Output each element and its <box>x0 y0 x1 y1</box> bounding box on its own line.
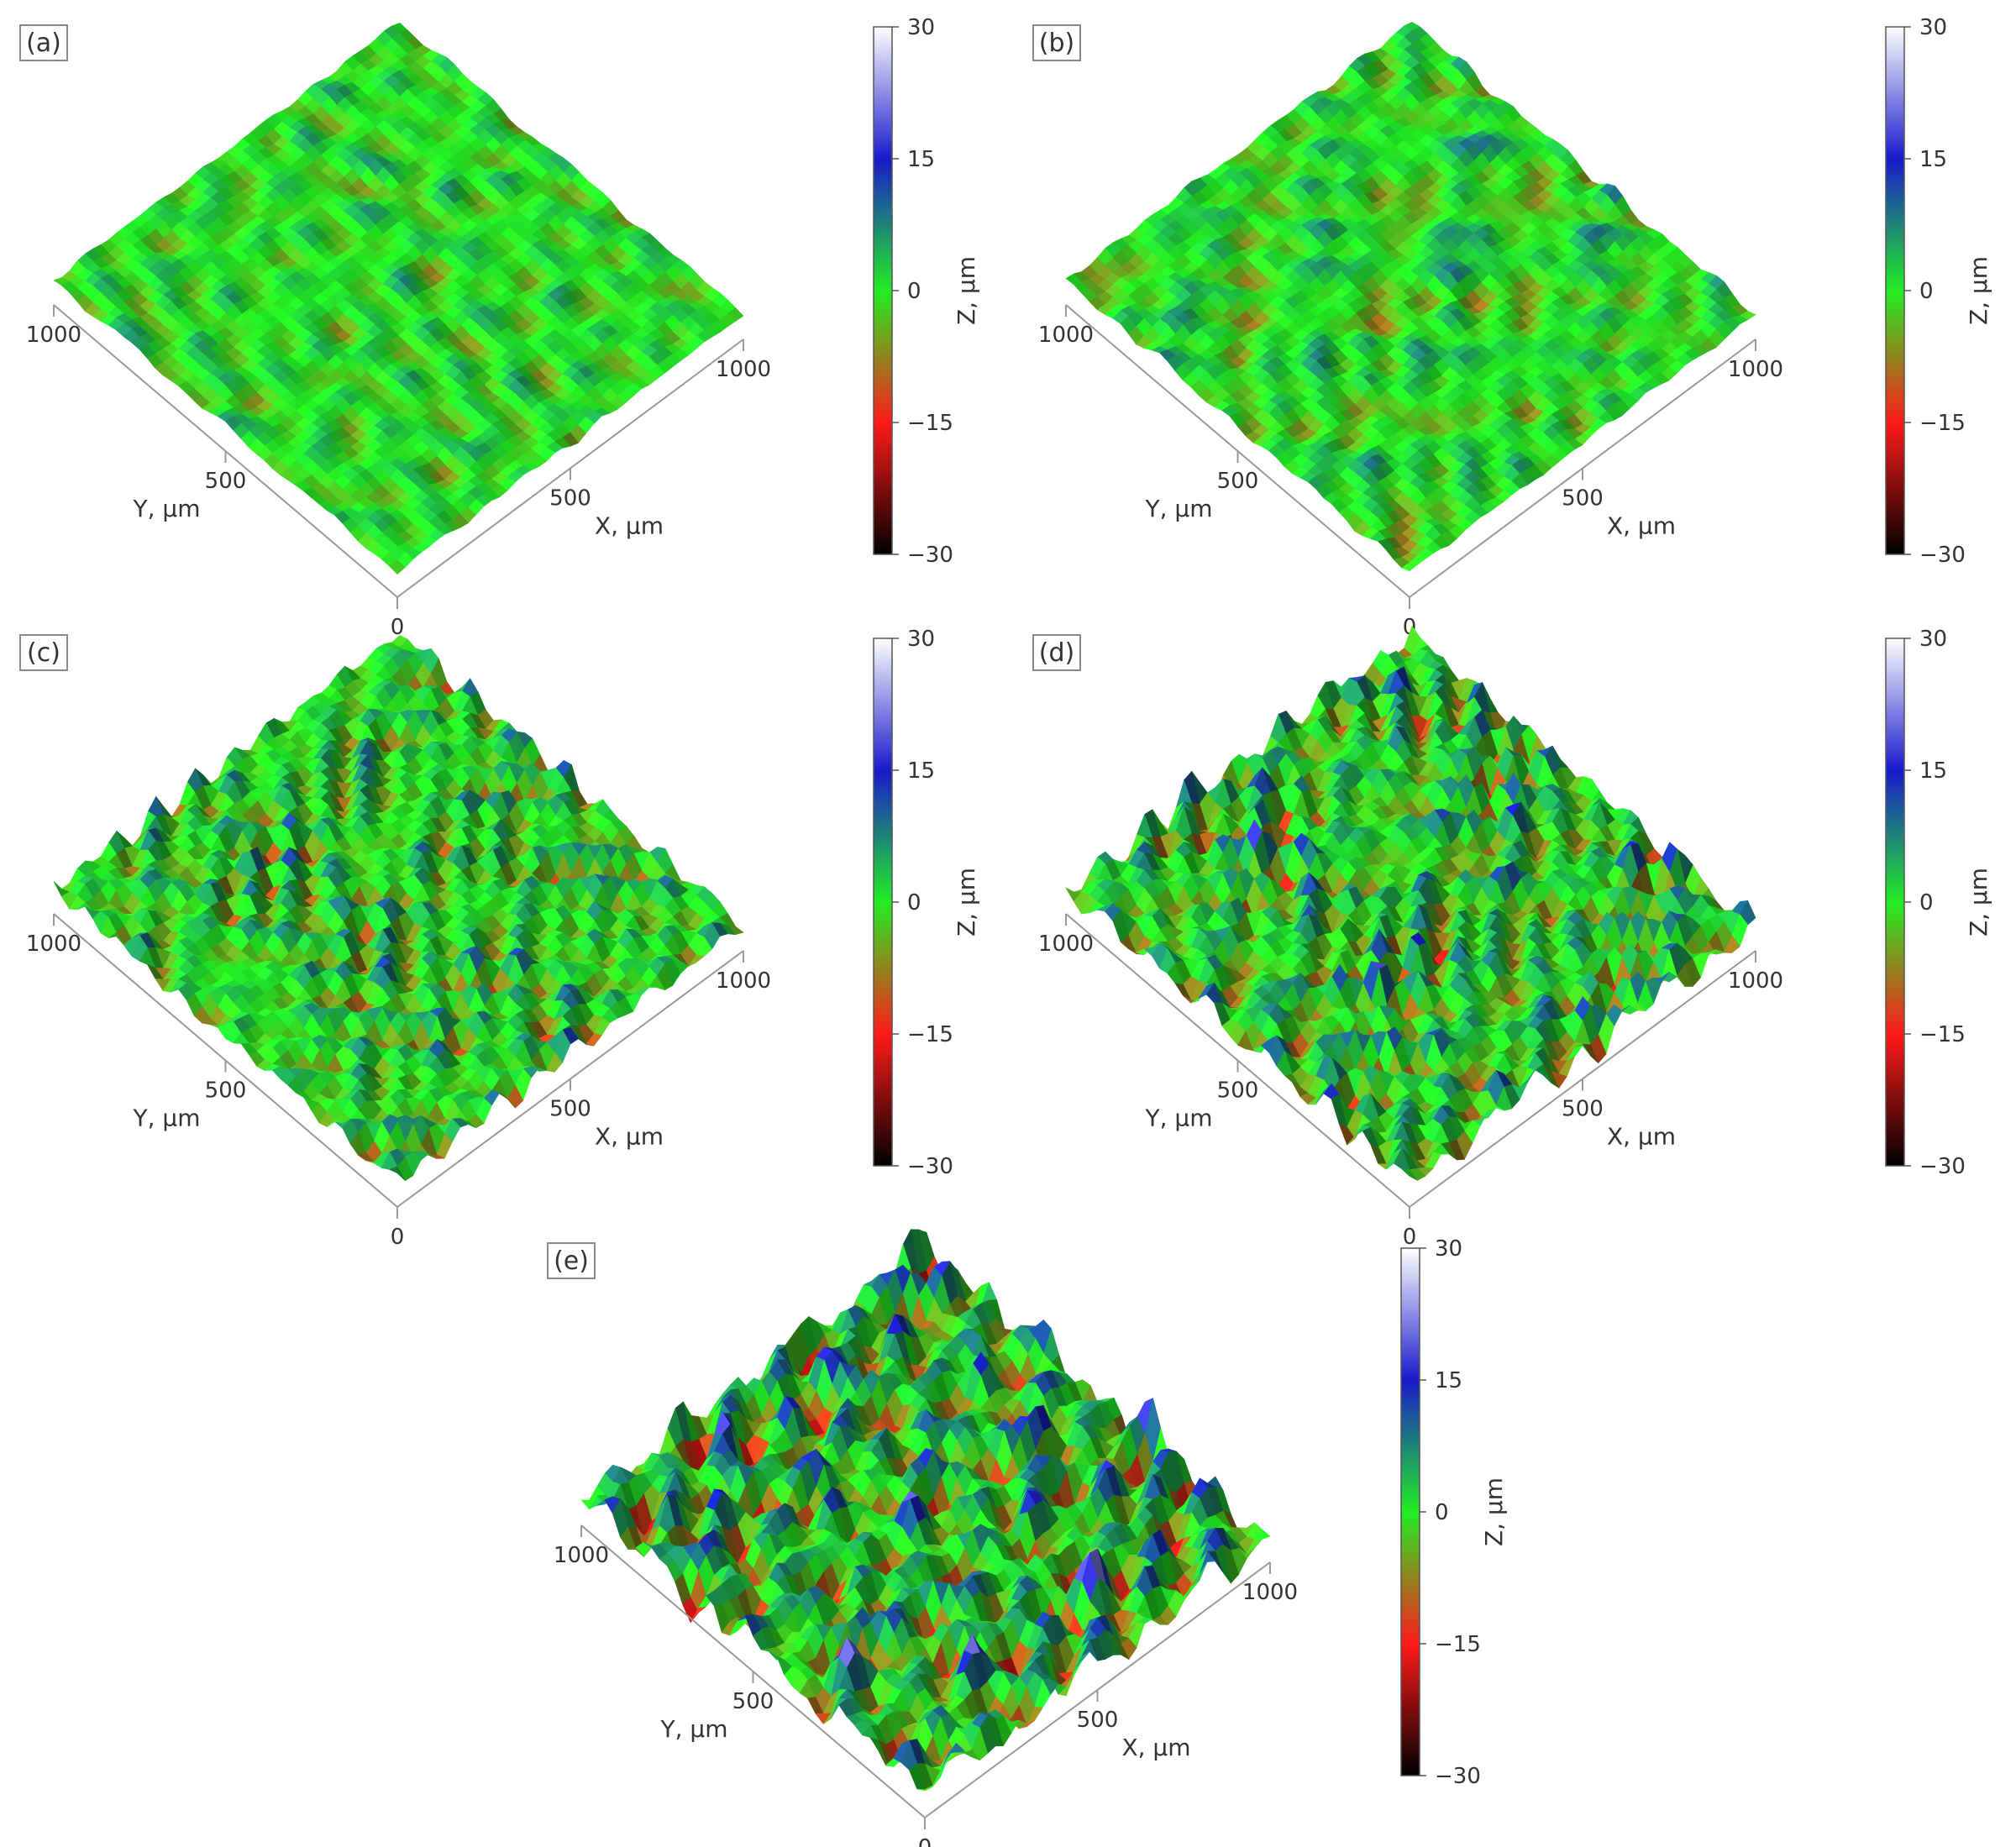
panel-label: (b) <box>1032 24 1081 61</box>
colorbar: 30 15 0 −15 −30 Z, µm <box>1885 15 1992 568</box>
x-axis-label: X, µm <box>1607 512 1676 540</box>
colorbar-tick-label: 15 <box>907 147 935 172</box>
colorbar-tick-label: −15 <box>1919 411 1966 436</box>
colorbar-tick-label: −15 <box>907 411 953 436</box>
panel-label-text: (a) <box>26 29 61 58</box>
surface-mesh <box>53 635 744 1182</box>
colorbar-gradient <box>873 26 893 555</box>
colorbar-label: Z, µm <box>1965 256 1992 325</box>
x-tick-label: 500 <box>1562 486 1604 512</box>
surface-mesh <box>53 23 744 575</box>
y-tick-label: 1000 <box>1038 323 1094 348</box>
surface-mesh <box>1065 22 1756 572</box>
colorbar-tick-label: 30 <box>907 15 935 40</box>
panel-b: 500 1000 0 500 1000 X, µm Y, µm (b) 30 15 0 −15 −30 Z… <box>1032 15 1992 640</box>
colorbar-tick-label: −30 <box>1919 543 1966 568</box>
panel-label: (a) <box>19 24 68 61</box>
x-axis-label: X, µm <box>595 512 664 540</box>
colorbar-tick-label: 0 <box>1919 279 1934 304</box>
colorbar-tick-label: 15 <box>1919 147 1947 172</box>
colorbar-tick-label: 0 <box>907 279 921 304</box>
colorbar-gradient <box>1885 26 1905 555</box>
y-tick-label: 500 <box>1217 469 1259 494</box>
colorbar-tick-label: 30 <box>1919 15 1947 40</box>
colorbar: 30 15 0 −15 −30 Z, µm <box>873 15 980 568</box>
panel-label-text: (b) <box>1039 29 1074 58</box>
y-axis-label: Y, µm <box>1145 495 1213 522</box>
x-tick-label: 500 <box>549 486 591 512</box>
x-tick-label: 1000 <box>1728 357 1783 382</box>
x-tick-label: 1000 <box>716 357 771 382</box>
colorbar-label: Z, µm <box>953 256 980 325</box>
colorbar-tick-label: −30 <box>907 543 953 568</box>
y-tick-label: 500 <box>205 469 247 494</box>
y-tick-label: 1000 <box>26 323 81 348</box>
y-axis-label: Y, µm <box>133 495 201 522</box>
panel-a: 500 1000 0 500 1000 X, µm Y, µm (a) 30 15 0 −15 −30 Z… <box>19 15 980 640</box>
